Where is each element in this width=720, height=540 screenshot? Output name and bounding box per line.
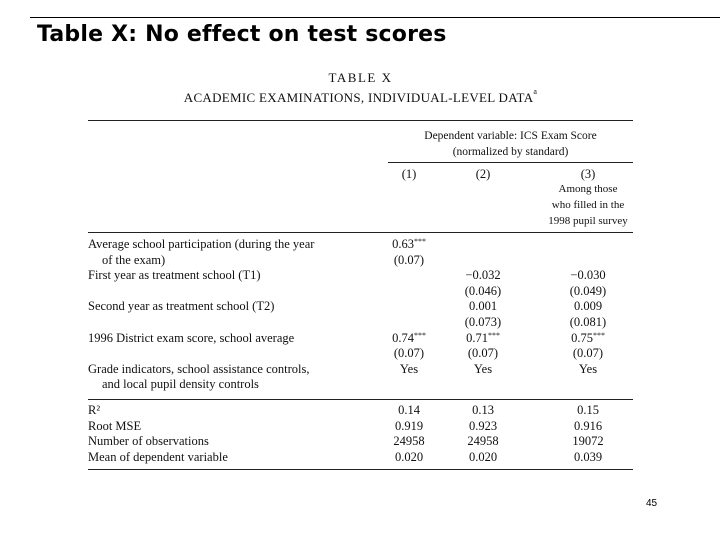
- cell-col2: (0.07): [467, 346, 499, 360]
- cell-col3: −0.030: [570, 268, 606, 282]
- cell-col2: −0.032: [465, 268, 501, 282]
- col-header-2: (2): [475, 167, 491, 181]
- significance-stars: ***: [413, 237, 426, 246]
- cell-col2: 0.71***: [466, 331, 500, 345]
- table-caption-title: TABLE X: [328, 70, 393, 85]
- cell-col3: Yes: [578, 362, 598, 376]
- significance-stars: ***: [592, 331, 605, 340]
- table-top-rule: [88, 120, 633, 121]
- stat-col3: 0.15: [577, 403, 599, 417]
- stat-col2: 0.13: [472, 403, 494, 417]
- regression-table: TABLE X ACADEMIC EXAMINATIONS, INDIVIDUA…: [88, 70, 633, 475]
- stat-col1: 0.14: [398, 403, 420, 417]
- stat-col3: 0.916: [573, 419, 603, 433]
- cell-col3: (0.081): [569, 315, 607, 329]
- stat-col1: 0.020: [394, 450, 424, 464]
- top-rule: [30, 17, 720, 18]
- cell-col3: 0.75***: [571, 331, 605, 345]
- cell-col1: 0.63***: [392, 237, 426, 251]
- caption-footnote-mark: a: [533, 87, 538, 96]
- cell-col1: (0.07): [393, 253, 425, 267]
- row-label: Average school participation (during the…: [88, 237, 315, 251]
- stat-col2: 0.923: [468, 419, 498, 433]
- col-header-3: (3): [580, 167, 596, 181]
- header-rule: [88, 232, 633, 233]
- col3-note-line3: 1998 pupil survey: [548, 215, 628, 227]
- page-number: 45: [646, 498, 658, 509]
- stat-col3: 0.039: [573, 450, 603, 464]
- cell-col3: (0.049): [569, 284, 607, 298]
- significance-stars: ***: [413, 331, 426, 340]
- dep-var-label: Dependent variable: ICS Exam Score: [424, 130, 597, 142]
- row-label: 1996 District exam score, school average: [88, 331, 295, 345]
- table-bottom-rule: [88, 469, 633, 470]
- stat-col2: 24958: [467, 434, 499, 448]
- stat-label: R²: [88, 403, 101, 417]
- cell-col1: Yes: [399, 362, 419, 376]
- col-header-1: (1): [401, 167, 417, 181]
- row-label: Second year as treatment school (T2): [88, 299, 275, 313]
- stat-col2: 0.020: [468, 450, 498, 464]
- row-label: First year as treatment school (T1): [88, 268, 261, 282]
- col3-note-line2: who filled in the: [551, 199, 625, 211]
- cell-col3: 0.009: [573, 299, 603, 313]
- col3-note-line1: Among those: [558, 183, 618, 195]
- stat-label: Number of observations: [88, 434, 209, 448]
- slide-title: Table X: No effect on test scores: [37, 22, 447, 47]
- cell-col2: (0.046): [464, 284, 502, 298]
- cell-col1: (0.07): [393, 346, 425, 360]
- stat-label: Root MSE: [88, 419, 142, 433]
- table-caption-subtitle: ACADEMIC EXAMINATIONS, INDIVIDUAL-LEVEL …: [183, 87, 538, 105]
- cell-col3: (0.07): [572, 346, 604, 360]
- stat-col1: 0.919: [394, 419, 424, 433]
- significance-stars: ***: [487, 331, 500, 340]
- stats-rule: [88, 399, 633, 400]
- cell-col2: (0.073): [464, 315, 502, 329]
- dep-var-rule: [388, 162, 633, 163]
- cell-col2: 0.001: [468, 299, 498, 313]
- stat-col3: 19072: [572, 434, 604, 448]
- stat-label: Mean of dependent variable: [88, 450, 228, 464]
- row-label: and local pupil density controls: [102, 377, 259, 391]
- cell-col2: Yes: [473, 362, 493, 376]
- cell-col1: 0.74***: [392, 331, 426, 345]
- stat-col1: 24958: [393, 434, 425, 448]
- dep-var-note: (normalized by standard): [452, 146, 569, 158]
- row-label: of the exam): [102, 253, 166, 267]
- row-label: Grade indicators, school assistance cont…: [88, 362, 310, 376]
